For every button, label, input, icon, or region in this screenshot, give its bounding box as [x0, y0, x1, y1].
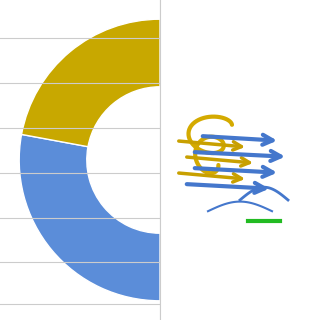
Bar — [160, 0, 320, 320]
Wedge shape — [160, 19, 301, 242]
Wedge shape — [21, 19, 160, 147]
Wedge shape — [19, 134, 160, 301]
Wedge shape — [160, 203, 275, 301]
